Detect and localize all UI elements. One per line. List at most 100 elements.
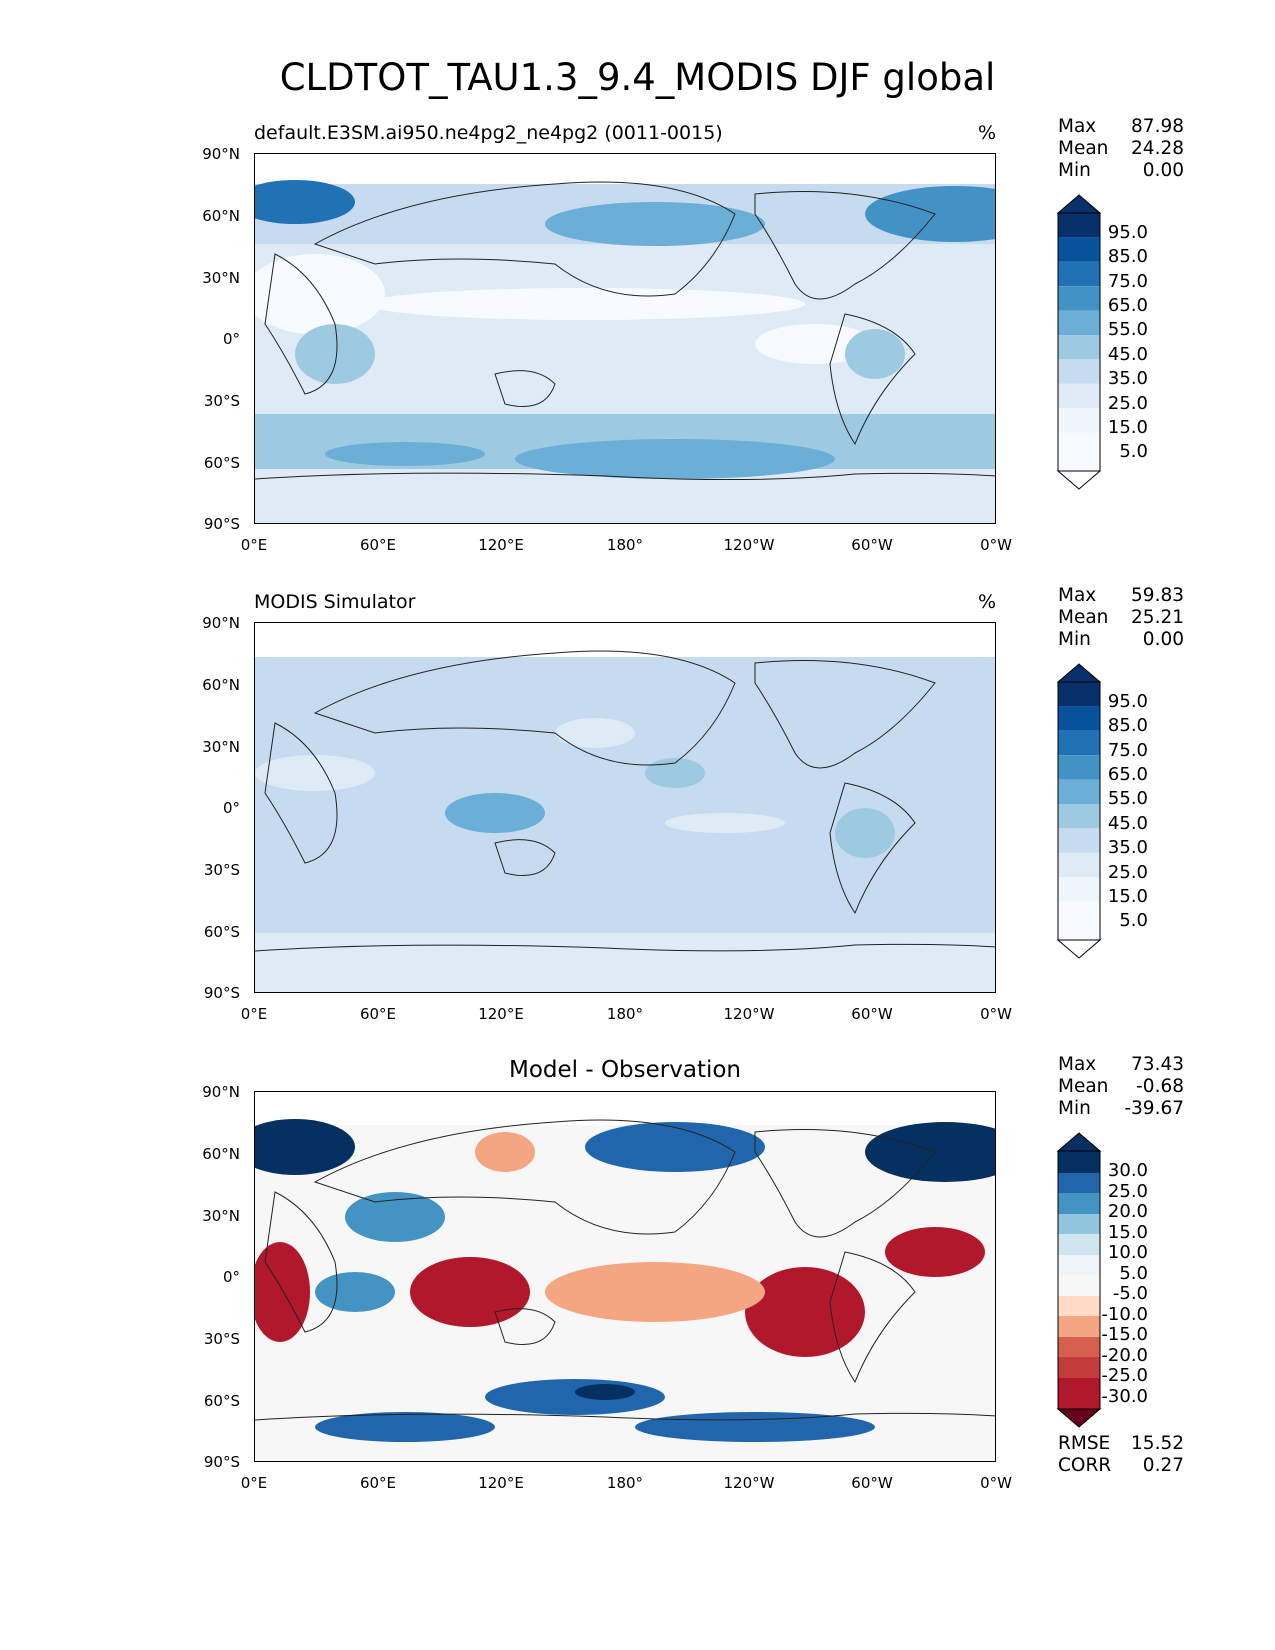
- panel2-lon-tick: 60°E: [359, 1005, 397, 1023]
- panel2-lon-tick: 0°W: [980, 1005, 1012, 1023]
- panel3-colorbar-label: 20.0: [1107, 1201, 1148, 1222]
- panel2-colorbar-label: 15.0: [1107, 886, 1148, 907]
- stat-label: Mean: [1058, 607, 1109, 628]
- panel3-colorbar-label: 5.0: [1119, 1263, 1148, 1284]
- panel1-colorbar-label: 25.0: [1107, 393, 1148, 414]
- panel3-lat-tick: 60°S: [203, 1392, 240, 1410]
- stat-value: -39.67: [1124, 1098, 1184, 1119]
- panel1-colorbar-label: 75.0: [1107, 271, 1148, 292]
- panel2-unit: %: [978, 591, 997, 613]
- panel3-metrics: RMSE 15.52 CORR 0.27: [1058, 1433, 1184, 1477]
- panel2-lat-tick: 90°S: [203, 984, 240, 1002]
- panel2-colorbar-label: 85.0: [1107, 715, 1148, 736]
- panel2-colorbar-label: 45.0: [1107, 813, 1148, 834]
- panel3-lon-tick: 180°: [606, 1474, 644, 1492]
- stat-value: 87.98: [1131, 116, 1184, 137]
- panel3-lat-tick: 60°N: [202, 1145, 240, 1163]
- panel1-map-field: [255, 154, 995, 523]
- panel1-lat-tick: 30°N: [202, 269, 240, 287]
- panel3-lat-tick: 90°N: [202, 1083, 240, 1101]
- stat-label: Min: [1058, 1098, 1091, 1119]
- panel2-colorbar-label: 65.0: [1107, 764, 1148, 785]
- panel1-lat-tick: 60°S: [203, 454, 240, 472]
- panel3-lon-tick: 0°W: [980, 1474, 1012, 1492]
- panel2-colorbar-label: 55.0: [1107, 788, 1148, 809]
- panel1-lon-tick: 0°E: [240, 536, 268, 554]
- panel1-colorbar-label: 85.0: [1107, 246, 1148, 267]
- panel1-colorbar-label: 65.0: [1107, 295, 1148, 316]
- stat-label: Max: [1058, 116, 1097, 137]
- panel3-lat-tick: 0°: [222, 1268, 240, 1286]
- panel3-colorbar-label: -25.0: [1101, 1365, 1148, 1386]
- panel3-colorbar-label: -20.0: [1101, 1345, 1148, 1366]
- panel1-lon-tick: 60°W: [851, 536, 893, 554]
- panel2-lon-tick: 0°E: [240, 1005, 268, 1023]
- panel1-colorbar: [1056, 194, 1102, 490]
- metric-value: 15.52: [1131, 1433, 1184, 1454]
- panel3-lon-tick: 60°W: [851, 1474, 893, 1492]
- panel1-colorbar-label: 35.0: [1107, 368, 1148, 389]
- panel3-lon-tick: 120°E: [478, 1474, 524, 1492]
- panel3-lat-tick: 30°N: [202, 1207, 240, 1225]
- panel1-lon-tick: 0°W: [980, 536, 1012, 554]
- panel3-map-field: [255, 1092, 995, 1461]
- panel3-map: [254, 1091, 996, 1462]
- stat-value: 73.43: [1131, 1054, 1184, 1075]
- panel3-colorbar-label: -30.0: [1101, 1386, 1148, 1407]
- stat-label: Min: [1058, 160, 1091, 181]
- panel3-colorbar-label: 30.0: [1107, 1160, 1148, 1181]
- panel3-colorbar-label: 25.0: [1107, 1181, 1148, 1202]
- panel3-colorbar-label: 15.0: [1107, 1222, 1148, 1243]
- stat-value: -0.68: [1136, 1076, 1184, 1097]
- panel1-colorbar-label: 5.0: [1119, 441, 1148, 462]
- stat-label: Mean: [1058, 138, 1109, 159]
- figure-title: CLDTOT_TAU1.3_9.4_MODIS DJF global: [279, 56, 996, 99]
- panel1-lat-tick: 30°S: [203, 392, 240, 410]
- panel1-lat-tick: 0°: [222, 330, 240, 348]
- panel1-lon-tick: 60°E: [359, 536, 397, 554]
- stat-value: 24.28: [1131, 138, 1184, 159]
- stat-label: Mean: [1058, 1076, 1109, 1097]
- metric-label: CORR: [1058, 1455, 1112, 1476]
- stat-label: Min: [1058, 629, 1091, 650]
- panel1-map: [254, 153, 996, 524]
- panel3-colorbar-label: 10.0: [1107, 1242, 1148, 1263]
- panel2-lon-tick: 60°W: [851, 1005, 893, 1023]
- panel1-lon-tick: 120°W: [723, 536, 775, 554]
- panel2-colorbar: [1056, 663, 1102, 959]
- panel3-lon-tick: 60°E: [359, 1474, 397, 1492]
- panel2-colorbar-label: 35.0: [1107, 837, 1148, 858]
- stat-value: 0.00: [1142, 160, 1184, 181]
- panel1-colorbar-label: 55.0: [1107, 319, 1148, 340]
- panel3-lat-tick: 30°S: [203, 1330, 240, 1348]
- panel2-map: [254, 622, 996, 993]
- panel3-colorbar-label: -5.0: [1112, 1283, 1148, 1304]
- panel2-lon-tick: 120°W: [723, 1005, 775, 1023]
- panel3-lon-tick: 0°E: [240, 1474, 268, 1492]
- panel2-lat-tick: 60°S: [203, 923, 240, 941]
- stat-value: 25.21: [1131, 607, 1184, 628]
- panel1-lon-tick: 120°E: [478, 536, 524, 554]
- panel2-colorbar-label: 25.0: [1107, 862, 1148, 883]
- panel1-colorbar-label: 95.0: [1107, 222, 1148, 243]
- panel2-lat-tick: 30°N: [202, 738, 240, 756]
- panel2-colorbar-label: 95.0: [1107, 691, 1148, 712]
- panel2-lat-tick: 60°N: [202, 676, 240, 694]
- panel3-lat-tick: 90°S: [203, 1453, 240, 1471]
- panel2-colorbar-label: 5.0: [1119, 910, 1148, 931]
- panel1-lat-tick: 60°N: [202, 207, 240, 225]
- panel1-colorbar-label: 15.0: [1107, 417, 1148, 438]
- panel1-lat-tick: 90°N: [202, 145, 240, 163]
- panel3-title: Model - Observation: [508, 1057, 742, 1083]
- panel3-colorbar: [1056, 1132, 1102, 1428]
- metric-value: 0.27: [1142, 1455, 1184, 1476]
- stat-value: 59.83: [1131, 585, 1184, 606]
- panel2-lat-tick: 90°N: [202, 614, 240, 632]
- panel2-lat-tick: 0°: [222, 799, 240, 817]
- panel1-title: default.E3SM.ai950.ne4pg2_ne4pg2 (0011-0…: [254, 122, 723, 144]
- panel1-stats: Max 87.98 Mean 24.28 Min 0.00: [1058, 116, 1184, 182]
- panel3-colorbar-label: -10.0: [1101, 1304, 1148, 1325]
- stat-value: 0.00: [1142, 629, 1184, 650]
- panel3-lon-tick: 120°W: [723, 1474, 775, 1492]
- panel2-lon-tick: 180°: [606, 1005, 644, 1023]
